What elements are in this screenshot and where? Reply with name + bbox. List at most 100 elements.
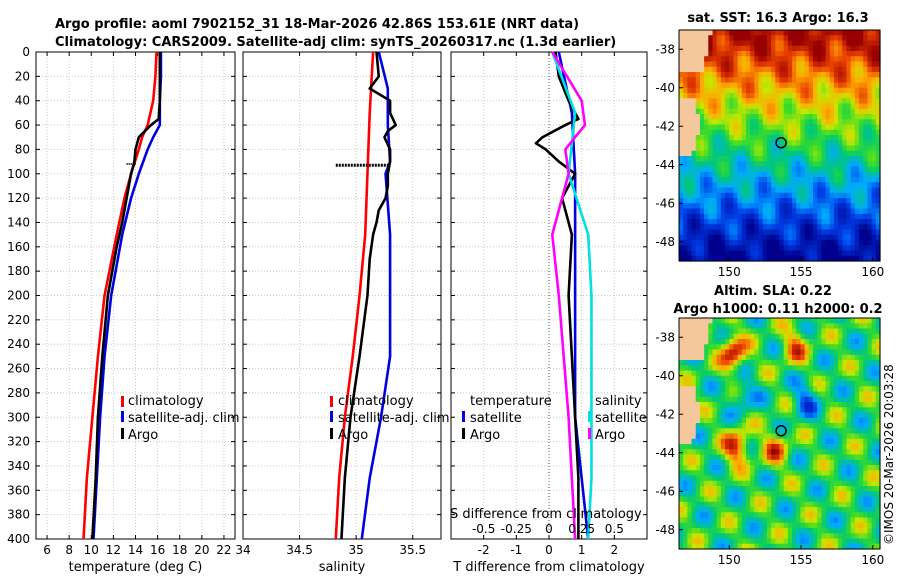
map-cell <box>808 360 814 366</box>
map-cell <box>704 386 709 393</box>
map-cell <box>762 407 768 414</box>
s-diff-tick-label: -0.5 <box>472 522 495 536</box>
map-cell <box>741 354 747 361</box>
map-cell <box>771 339 776 345</box>
map-cell <box>716 501 722 508</box>
map-cell <box>825 61 831 68</box>
map-cell <box>804 93 810 99</box>
map-cell <box>783 145 789 152</box>
map-cell <box>787 255 793 262</box>
map-cell <box>754 187 760 194</box>
salinity-legend: climatology satellite-adj. clim Argo <box>330 394 450 443</box>
map-cell <box>712 77 718 84</box>
map-cell <box>766 391 772 398</box>
map-cell <box>850 66 856 73</box>
map-cell <box>704 198 709 204</box>
map-cell <box>687 486 693 492</box>
map-cell <box>699 245 705 252</box>
map-cell <box>813 501 818 508</box>
map-cell <box>699 219 705 225</box>
map-cell <box>695 61 701 68</box>
map-cell <box>758 224 764 231</box>
map-cell <box>825 119 831 126</box>
map-cell <box>729 496 735 503</box>
map-cell <box>783 198 789 204</box>
map-cell <box>741 433 747 440</box>
map-cell <box>679 543 684 550</box>
map-cell <box>829 412 835 419</box>
map-cell <box>683 428 688 435</box>
map-cell <box>871 423 877 429</box>
map-cell <box>708 108 714 115</box>
map-cell <box>746 98 751 105</box>
map-cell <box>683 30 688 36</box>
map-cell <box>746 501 751 508</box>
map-cell <box>800 533 806 540</box>
map-cell <box>859 93 864 99</box>
map-cell <box>679 45 684 52</box>
map-cell <box>829 381 835 387</box>
map-frame <box>678 29 881 262</box>
map-cell <box>729 198 735 204</box>
map-cell <box>683 182 688 189</box>
map-cell <box>762 344 768 351</box>
map-cell <box>783 501 789 508</box>
map-cell <box>720 140 726 147</box>
map-cell <box>716 140 722 147</box>
map-cell <box>854 66 860 73</box>
map-cell <box>733 234 739 241</box>
map-cell <box>720 449 726 456</box>
map-cell <box>846 318 852 324</box>
map-cell <box>800 82 806 89</box>
map-cell <box>813 433 818 440</box>
map-cell <box>725 82 730 89</box>
map-cell <box>867 391 873 398</box>
map-cell <box>695 250 701 257</box>
map-cell <box>695 354 701 361</box>
map-cell <box>817 465 822 471</box>
map-cell <box>741 40 747 47</box>
map-cell <box>750 407 755 414</box>
map-cell <box>783 124 789 131</box>
map-cell <box>775 203 781 210</box>
map-cell <box>859 156 864 162</box>
map-cell <box>687 51 693 57</box>
map-cell <box>850 98 856 105</box>
map-cell <box>720 507 726 513</box>
map-cell <box>800 108 806 115</box>
map-cell <box>871 182 877 189</box>
map-cell <box>821 224 827 231</box>
map-cell <box>863 501 869 508</box>
map-cell <box>871 255 877 262</box>
map-cell <box>746 114 751 120</box>
map-cell <box>737 135 743 141</box>
map-cell <box>867 108 873 115</box>
map-cell <box>775 240 781 246</box>
map-cell <box>829 475 835 482</box>
map-cell <box>867 496 873 503</box>
map-cell <box>838 61 843 68</box>
map-cell <box>813 438 818 445</box>
map-cell <box>762 370 768 377</box>
map-cell <box>691 491 697 498</box>
map-cell <box>704 72 709 78</box>
map-cell <box>712 171 718 178</box>
map-cell <box>833 72 839 78</box>
map-cell <box>787 512 793 519</box>
x-axis-label: T difference from climatology <box>452 560 645 575</box>
map-cell <box>762 177 768 183</box>
map-cell <box>729 433 735 440</box>
map-cell <box>712 213 718 220</box>
map-cell <box>859 354 864 361</box>
map-cell <box>683 229 688 236</box>
map-cell <box>842 219 848 225</box>
map-cell <box>800 192 806 199</box>
map-cell <box>746 454 751 461</box>
map-cell <box>817 438 822 445</box>
map-cell <box>733 328 739 335</box>
map-cell <box>867 522 873 529</box>
map-cell <box>871 459 877 466</box>
map-cell <box>829 396 835 403</box>
map-cell <box>833 386 839 393</box>
map-cell <box>691 145 697 152</box>
